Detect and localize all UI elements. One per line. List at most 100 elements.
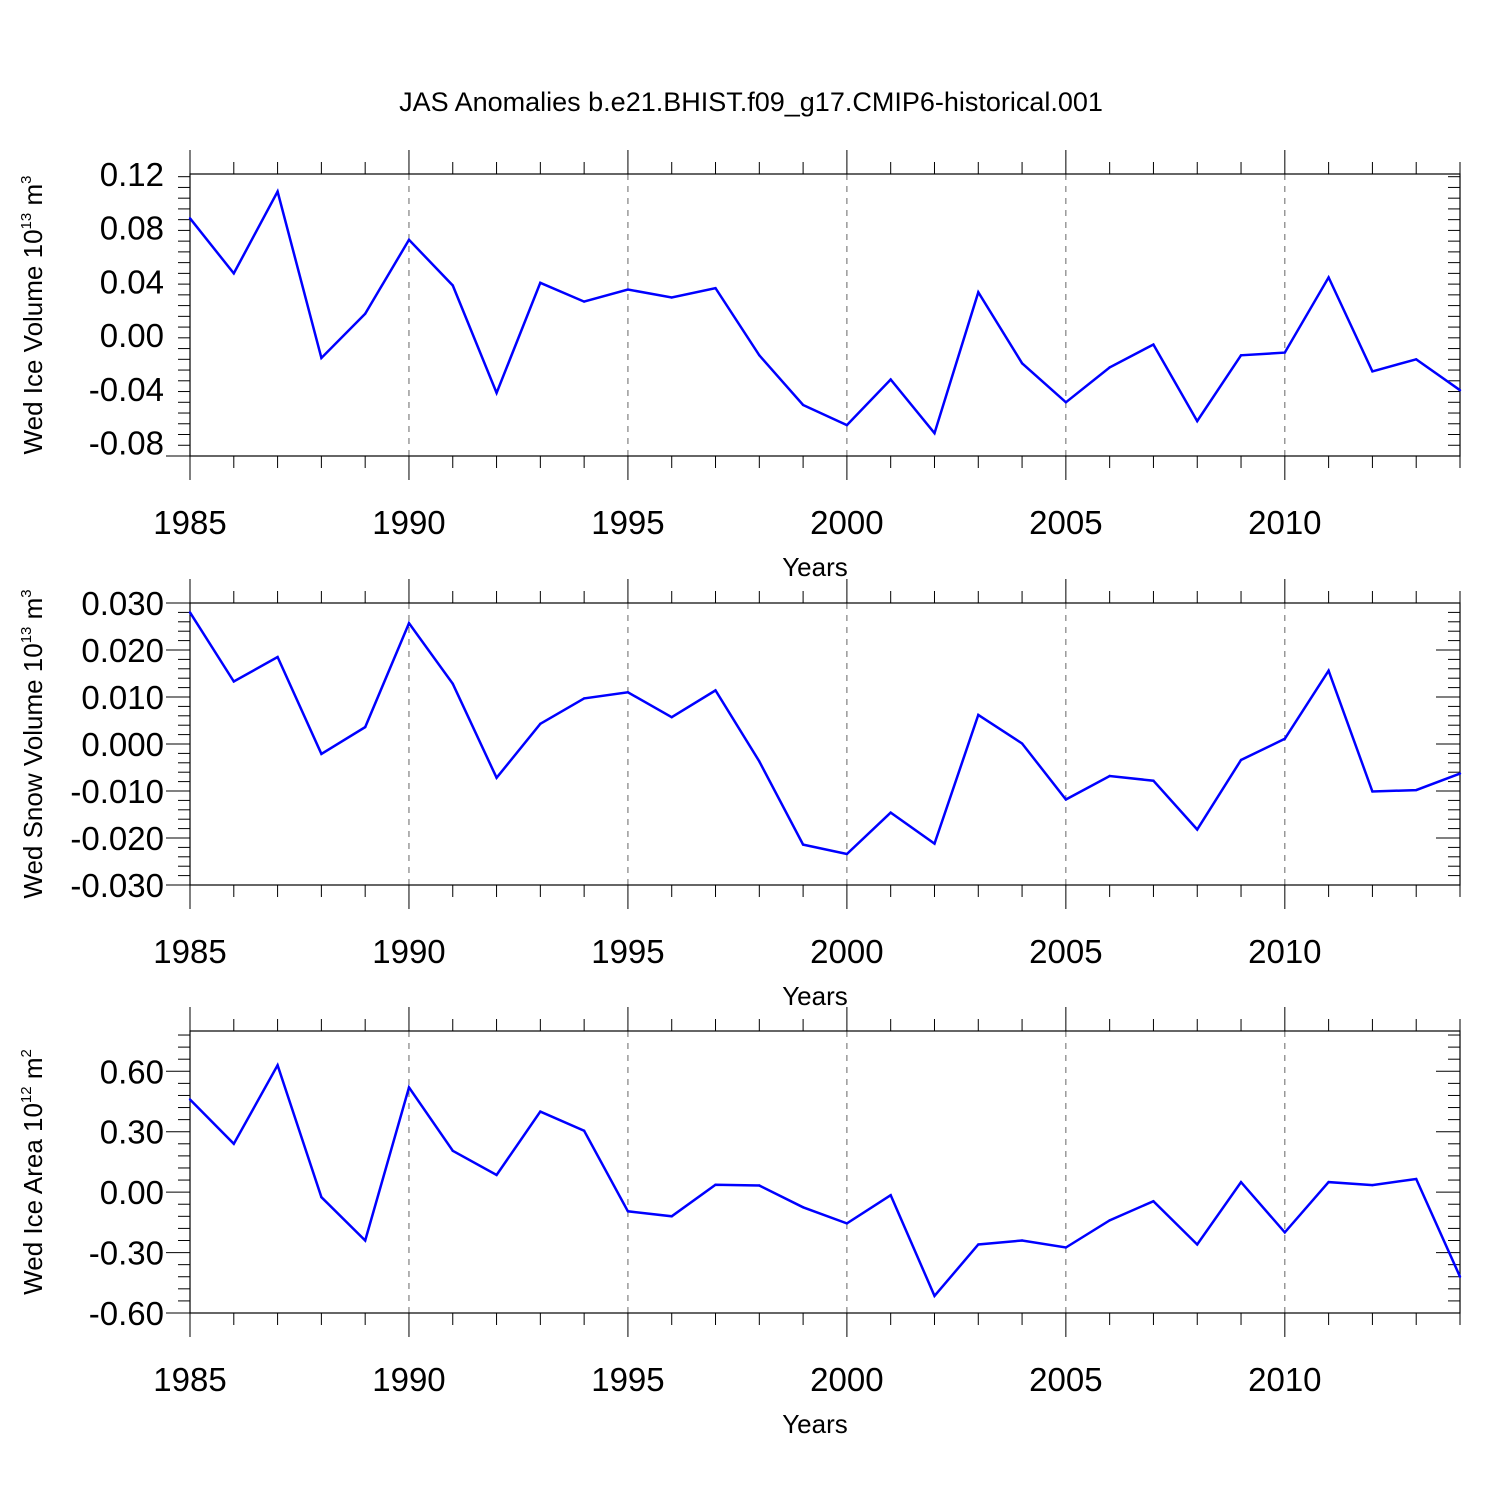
data-point	[845, 1222, 849, 1225]
x-tick-label: 1995	[591, 1361, 664, 1398]
data-point	[451, 1149, 454, 1153]
data-point	[889, 1193, 892, 1197]
data-point	[801, 843, 805, 846]
data-point	[1239, 758, 1243, 762]
data-point	[276, 655, 279, 659]
x-tick-label: 2010	[1248, 1361, 1321, 1398]
data-point	[670, 296, 673, 299]
x-tick-label: 2000	[810, 933, 883, 970]
y-tick-label: 0.00	[100, 1174, 164, 1211]
series-line	[189, 188, 1461, 436]
data-point	[539, 722, 542, 725]
y-tick-label: -0.010	[70, 773, 164, 810]
data-point	[407, 1086, 411, 1089]
data-point	[582, 300, 586, 303]
x-tick-label: 2010	[1248, 504, 1321, 541]
data-point	[933, 431, 936, 435]
x-tick-label: 2010	[1248, 933, 1321, 970]
data-point	[451, 682, 454, 686]
data-point	[539, 281, 542, 284]
y-tick-label: 0.08	[100, 210, 164, 247]
series-line	[188, 611, 1461, 856]
data-point	[188, 1098, 192, 1101]
x-tick-label: 2005	[1029, 504, 1102, 541]
data-point	[1371, 370, 1374, 373]
x-axis-label: Years	[782, 552, 848, 582]
figure-title: JAS Anomalies b.e21.BHIST.f09_g17.CMIP6-…	[399, 87, 1103, 117]
data-point	[1415, 358, 1418, 361]
data-point	[539, 1110, 542, 1113]
data-point	[188, 611, 192, 614]
data-point	[1283, 737, 1287, 741]
data-point	[626, 288, 630, 291]
data-point	[320, 356, 323, 360]
y-tick-label: 0.30	[100, 1114, 164, 1151]
data-point	[1064, 1246, 1068, 1249]
y-tick-label: -0.04	[89, 371, 164, 408]
x-tick-label: 1990	[372, 933, 445, 970]
y-axis-label: Wed Ice Volume 1013 m3	[18, 176, 48, 455]
y-tick-label: -0.30	[89, 1235, 164, 1272]
data-point	[758, 1184, 761, 1187]
data-point	[1108, 1219, 1111, 1222]
data-point	[1108, 774, 1111, 778]
data-point	[801, 403, 805, 407]
y-tick-label: 0.020	[81, 632, 164, 669]
data-point	[451, 284, 454, 287]
plot-frame	[189, 1030, 1461, 1314]
data-point	[582, 697, 586, 700]
data-point	[1327, 276, 1330, 279]
y-axis-label: Wed Ice Area 1012 m2	[18, 1049, 48, 1295]
data-point	[1283, 351, 1287, 354]
x-tick-label: 2000	[810, 1361, 883, 1398]
x-tick-label: 1985	[153, 504, 226, 541]
x-tick-label: 1985	[153, 1361, 226, 1398]
data-point	[889, 811, 892, 814]
x-axis-label: Years	[782, 981, 848, 1011]
panel-snow-volume: 1985 1990 1995 2000 2005 2010 Years 0.030 0.020 0…	[18, 579, 1462, 1011]
series-line	[189, 1062, 1462, 1299]
data-point	[363, 1239, 367, 1242]
x-axis-label: Years	[782, 1409, 848, 1439]
data-point	[801, 1206, 805, 1209]
data-point	[188, 217, 192, 220]
data-point	[1415, 1177, 1418, 1181]
data-point	[889, 378, 892, 381]
data-point	[1020, 1239, 1024, 1242]
data-point	[1458, 772, 1462, 775]
data-point	[1458, 389, 1462, 392]
data-point	[276, 1064, 279, 1067]
data-point	[1458, 1275, 1462, 1278]
data-point	[495, 391, 498, 395]
y-tick-label: -0.60	[89, 1295, 164, 1332]
y-tick-label: 0.000	[81, 726, 164, 763]
data-point	[1196, 828, 1199, 831]
data-point	[1020, 742, 1024, 745]
data-point	[1371, 790, 1374, 793]
y-tick-label: -0.08	[89, 425, 164, 462]
data-point	[758, 354, 761, 357]
data-point	[407, 622, 411, 625]
data-point	[933, 842, 936, 845]
x-tick-label: 2000	[810, 504, 883, 541]
data-point	[1152, 779, 1155, 782]
data-point	[1064, 798, 1068, 801]
data-point	[1239, 1180, 1243, 1184]
data-point	[363, 312, 367, 315]
data-point	[1196, 419, 1199, 423]
data-point	[1152, 343, 1155, 346]
data-point	[977, 713, 980, 717]
data-point	[1371, 1183, 1374, 1187]
data-point	[1327, 1180, 1330, 1184]
data-point	[626, 1210, 630, 1213]
plot-frame	[189, 602, 1461, 886]
data-point	[363, 725, 367, 729]
y-tick-label: 0.00	[100, 317, 164, 354]
data-point	[495, 776, 498, 780]
data-point	[407, 238, 411, 241]
data-point	[495, 1173, 498, 1177]
data-point	[977, 1243, 980, 1246]
x-tick-label: 1990	[372, 1361, 445, 1398]
data-point	[276, 190, 279, 193]
